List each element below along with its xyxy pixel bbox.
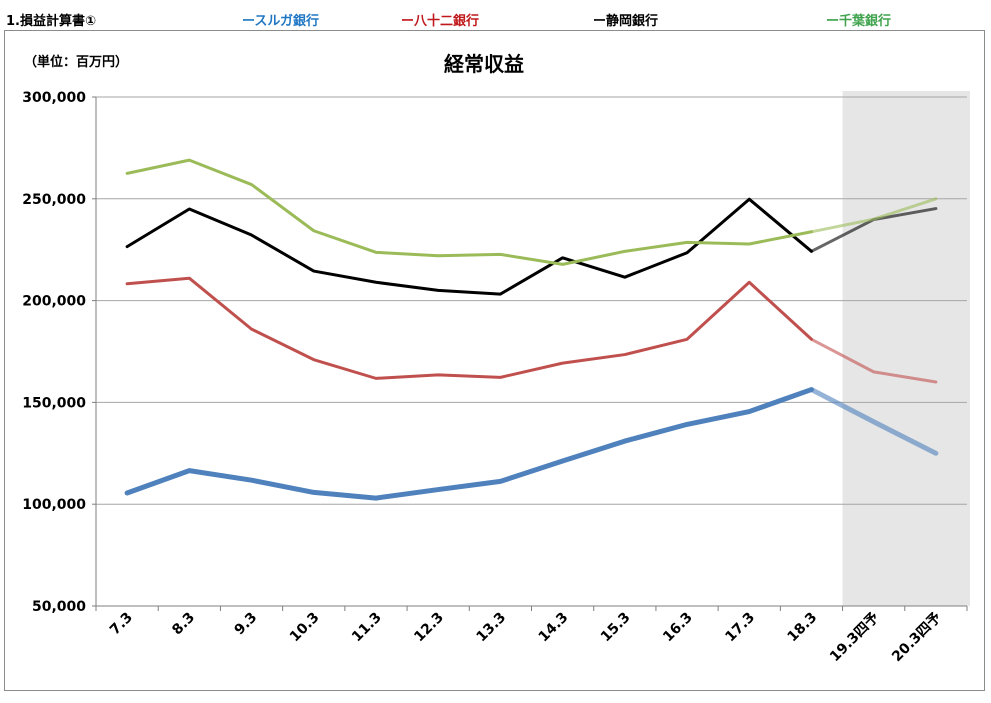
x-tick-label: 11.3	[349, 610, 385, 646]
legend-item-chiba: ー千葉銀行	[826, 14, 892, 29]
x-tick-label: 8.3	[169, 610, 198, 639]
unit-label: （単位：百万円）	[24, 55, 129, 70]
y-tick-label: 250,000	[22, 192, 86, 208]
legend-item-hachijuni: ー八十二銀行	[401, 14, 480, 29]
x-tick-label: 19.3四予	[827, 610, 883, 666]
x-tick-label: 10.3	[287, 610, 323, 646]
x-tick-label: 15.3	[598, 610, 634, 646]
chart-frame	[4, 30, 985, 691]
series-line-2	[125, 276, 813, 380]
x-tick-label: 9.3	[232, 610, 261, 639]
x-tick-label: 7.3	[107, 610, 136, 639]
x-tick-label: 20.3四予	[889, 610, 945, 666]
x-tick-label: 16.3	[660, 610, 696, 646]
y-tick-label: 100,000	[22, 497, 86, 513]
section-label: 1.損益計算書①	[6, 14, 96, 29]
x-tick-label: 13.3	[473, 610, 509, 646]
x-tick-label: 17.3	[722, 610, 758, 646]
y-tick-label: 300,000	[22, 90, 86, 106]
x-tick-label: 14.3	[536, 610, 572, 646]
legend-item-suruga: ースルガ銀行	[242, 14, 319, 29]
forecast-shade	[842, 91, 970, 606]
chart-title: 経常収益	[444, 52, 524, 76]
series-line-3	[125, 197, 813, 296]
legend-item-shizuoka: ー静岡銀行	[593, 14, 659, 29]
series-line-4	[125, 158, 813, 266]
x-tick-label: 18.3	[785, 610, 821, 646]
y-tick-label: 150,000	[22, 395, 86, 411]
x-tick-label: 12.3	[411, 610, 447, 646]
series-line-1	[124, 387, 814, 501]
y-tick-label: 200,000	[22, 294, 86, 310]
y-tick-label: 50,000	[32, 599, 86, 615]
